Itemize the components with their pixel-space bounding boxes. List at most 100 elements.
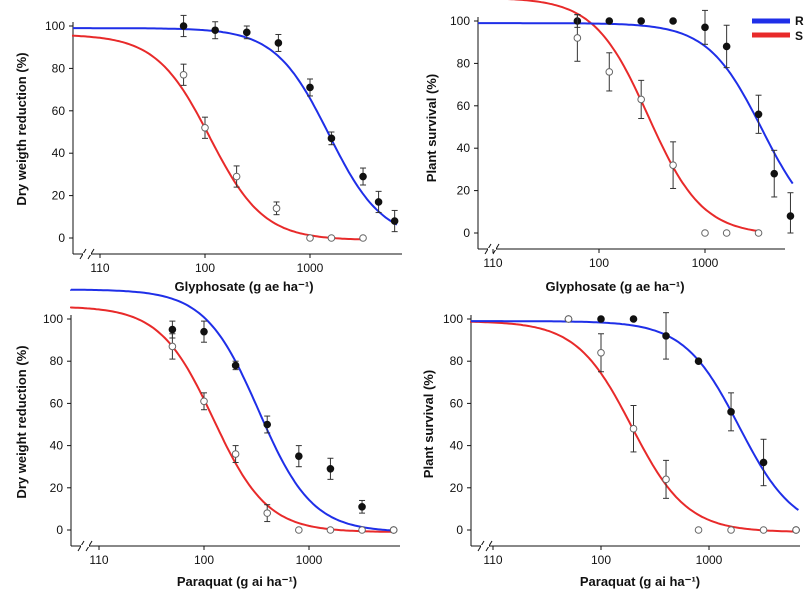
series-curve-s [72,34,366,241]
x-axis-title: Glyphosate (g ae ha⁻¹) [174,279,313,294]
data-point-s [358,526,366,534]
data-point-s [231,450,240,458]
data-point-s [573,34,582,42]
data-point-r [211,26,219,35]
data-point-r [694,357,703,366]
data-point-s [200,397,208,406]
y-tick-label: 40 [52,146,66,160]
x-tick-label: 100 [194,553,214,567]
series-curve-s [70,306,396,533]
y-tick-label: 80 [52,61,66,75]
data-point-r [327,134,336,143]
data-point-r [597,315,605,323]
data-point-r [637,17,645,25]
y-tick-label: 0 [456,523,463,537]
data-point-s [662,475,670,484]
data-point-r [374,198,383,206]
data-point-r [605,17,614,25]
panel-glyphosate-dry-weight: Glyphosate (g ae ha⁻¹) Dry weigth reduct… [14,14,402,294]
data-point-s [359,234,367,242]
data-point-r [786,212,795,220]
y-tick-label: 80 [450,354,464,368]
y-tick-label: 60 [50,396,64,410]
data-point-r [662,332,670,340]
x-tick-label: 1000 [297,261,324,275]
data-point-s [564,315,573,323]
y-tick-label: 20 [450,481,464,495]
data-point-s [754,229,763,237]
data-point-s [201,123,209,132]
data-point-s [295,526,303,534]
y-tick-label: 100 [43,312,63,326]
y-tick-label: 0 [56,523,63,537]
legend-label-s: S [795,29,803,43]
y-tick-label: 100 [450,14,470,28]
data-point-r [754,110,763,119]
y-tick-label: 0 [463,226,470,240]
data-point-r [200,327,208,336]
data-point-s [727,526,735,534]
x-tick-label: 110 [483,553,502,567]
data-point-s [637,95,645,104]
y-tick-label: 20 [457,184,471,198]
y-axis-title: Dry weigth reduction (%) [14,52,29,205]
data-point-r [242,28,251,37]
y-tick-label: 40 [50,439,64,453]
data-point-r [727,408,735,416]
x-tick-label: 1000 [692,256,719,270]
series-curve-r [73,27,398,226]
data-point-s [168,342,177,351]
data-point-r [359,172,367,181]
x-tick-label: 110 [89,553,108,567]
y-tick-label: 80 [50,354,64,368]
data-point-s [629,424,638,433]
y-tick-label: 60 [52,104,66,118]
data-point-s [179,70,188,79]
x-tick-label: 110 [90,261,109,275]
x-tick-label: 110 [483,256,502,270]
y-tick-label: 100 [443,312,463,326]
series-curve-r [471,320,799,511]
x-tick-label: 1000 [296,553,323,567]
data-point-s [669,161,677,169]
y-tick-label: 40 [457,141,471,155]
data-point-r [390,217,399,225]
x-tick-label: 1000 [696,553,723,567]
data-point-r [759,458,768,467]
y-tick-label: 60 [457,99,471,113]
data-point-s [327,234,336,242]
legend-label-r: R [795,14,804,28]
data-point-s [605,68,614,76]
data-point-r [701,23,709,32]
data-point-r [306,83,314,92]
y-tick-label: 0 [58,231,65,245]
data-point-s [263,509,272,517]
data-point-s [272,204,281,213]
data-point-s [701,229,709,237]
series-curve-r [478,22,794,185]
y-tick-label: 20 [52,189,66,203]
y-axis-title: Plant survival (%) [421,370,436,478]
y-tick-label: 20 [50,481,64,495]
data-point-s [232,172,241,181]
x-tick-label: 100 [589,256,609,270]
data-point-r [263,420,272,429]
x-tick-label: 100 [591,553,611,567]
data-point-r [274,39,283,47]
y-axis-title: Plant survival (%) [424,74,439,182]
panel-paraquat-dry-weight: Paraquat (g ai ha⁻¹) Dry weight reductio… [14,288,400,589]
panel-paraquat-survival: Paraquat (g ai ha⁻¹) Plant survival (%) … [421,312,800,589]
y-tick-label: 40 [450,439,464,453]
data-point-r [295,452,303,460]
data-point-s [389,526,398,534]
series-curve-s [470,320,799,533]
data-point-r [168,325,177,334]
data-point-s [759,526,768,534]
series-curve-r [70,288,396,532]
data-point-r [629,315,638,323]
data-point-r [669,17,677,25]
x-axis-title: Paraquat (g ai ha⁻¹) [177,574,297,589]
data-point-r [326,465,335,473]
data-point-s [722,229,731,237]
